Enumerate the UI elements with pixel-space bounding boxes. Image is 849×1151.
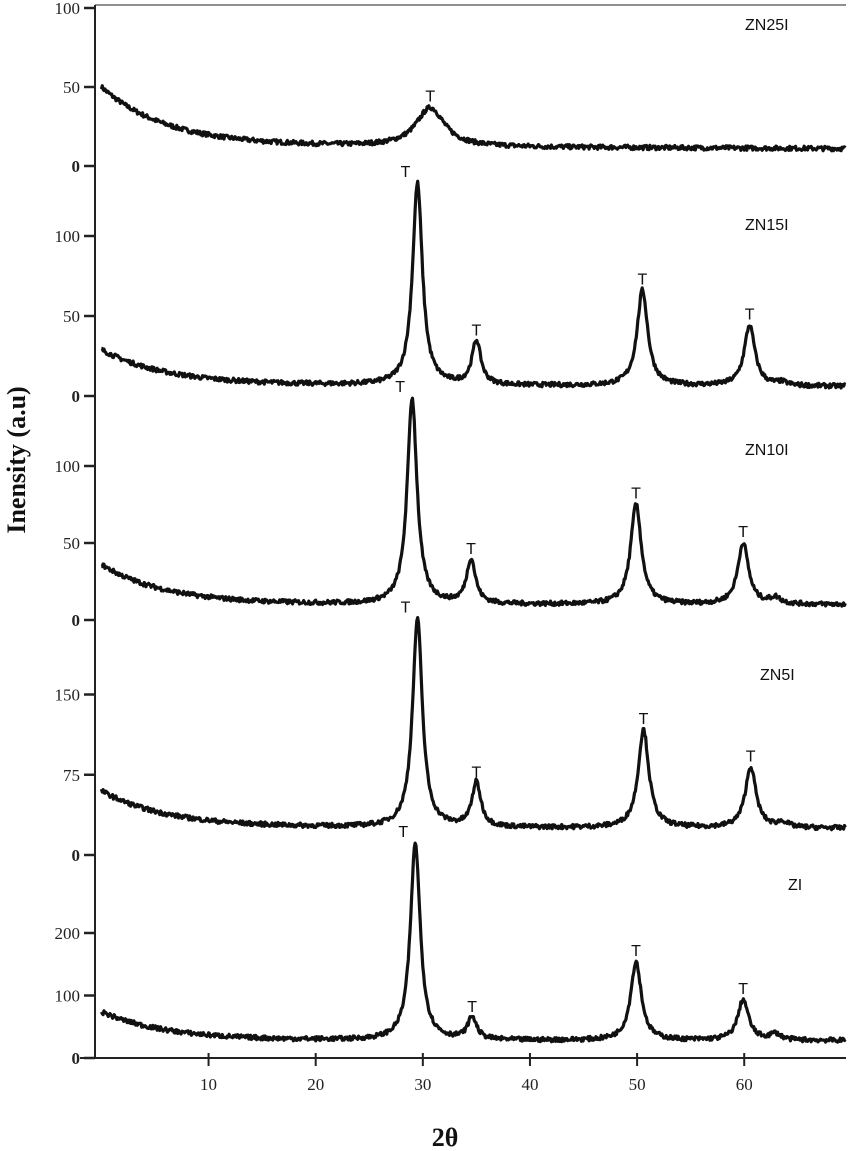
panel-zn10i: 0 50 100 T T T T ZN10I — [55, 379, 847, 630]
peak-marker-t: T — [401, 164, 411, 181]
x-ticks: 10 20 30 40 50 60 — [200, 1053, 753, 1094]
peak-marker-t: T — [631, 943, 641, 960]
x-tick-label: 20 — [307, 1075, 324, 1094]
panels: 0 50 100 T ZN25I 0 50 100 T T T T ZN15I 0 50 100 T T T T ZN1… — [55, 0, 847, 1068]
y-tick-label: 0 — [72, 157, 81, 176]
series-line-zn25i — [99, 84, 847, 153]
panel-zn25i: 0 50 100 T ZN25I — [55, 0, 847, 176]
y-tick-label: 100 — [55, 457, 81, 476]
y-tick-label: 0 — [72, 611, 81, 630]
series-line-zn5i — [99, 616, 847, 832]
peak-marker-t: T — [466, 541, 476, 558]
peak-marker-t: T — [467, 999, 477, 1016]
y-tick-label: 100 — [55, 987, 81, 1006]
series-label: ZI — [788, 877, 802, 894]
panel-zn5i: 0 75 150 T T T T ZN5I — [55, 600, 847, 865]
series-label: ZN10I — [745, 442, 789, 459]
y-tick-label: 50 — [63, 307, 80, 326]
peak-marker-t: T — [425, 89, 435, 106]
x-tick-label: 60 — [736, 1075, 753, 1094]
y-tick-label: 75 — [63, 766, 80, 785]
peak-marker-t: T — [638, 271, 648, 288]
series-label: ZN25I — [745, 17, 789, 34]
y-tick-label: 0 — [72, 846, 81, 865]
peak-marker-t: T — [631, 486, 641, 503]
x-tick-label: 10 — [200, 1075, 217, 1094]
series-line-zn15i — [100, 179, 847, 390]
x-tick-label: 50 — [629, 1075, 646, 1094]
peak-marker-t: T — [639, 711, 649, 728]
peak-marker-t: T — [738, 981, 748, 998]
panel-zn15i: 0 50 100 T T T T ZN15I — [55, 164, 847, 406]
y-tick-label: 50 — [63, 534, 80, 553]
series-label: ZN15I — [745, 217, 789, 234]
y-tick-label: 0 — [72, 1049, 81, 1068]
peak-marker-t: T — [395, 379, 405, 396]
peak-marker-t: T — [472, 323, 482, 340]
peak-marker-t: T — [398, 824, 408, 841]
peak-marker-t: T — [401, 600, 411, 617]
panel-zi: 0 100 200 T T T T ZI — [55, 824, 847, 1068]
peak-marker-t: T — [746, 748, 756, 765]
peak-marker-t: T — [472, 764, 482, 781]
y-tick-label: 0 — [72, 387, 81, 406]
series-label: ZN5I — [760, 667, 795, 684]
series-line-zi — [100, 841, 847, 1044]
y-tick-label: 50 — [63, 78, 80, 97]
peak-marker-t: T — [745, 307, 755, 324]
y-tick-label: 100 — [55, 227, 81, 246]
x-tick-label: 40 — [521, 1075, 538, 1094]
y-tick-label: 150 — [55, 686, 81, 705]
x-tick-label: 30 — [414, 1075, 431, 1094]
peak-marker-t: T — [738, 524, 748, 541]
y-tick-label: 100 — [55, 0, 81, 18]
series-line-zn10i — [100, 396, 847, 608]
y-tick-label: 200 — [55, 924, 81, 943]
y-axis-title: Inensity (a.u) — [2, 386, 31, 533]
x-axis-title: 2θ — [432, 1123, 459, 1151]
